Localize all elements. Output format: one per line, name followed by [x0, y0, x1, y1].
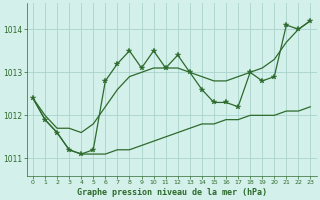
X-axis label: Graphe pression niveau de la mer (hPa): Graphe pression niveau de la mer (hPa) [77, 188, 267, 197]
